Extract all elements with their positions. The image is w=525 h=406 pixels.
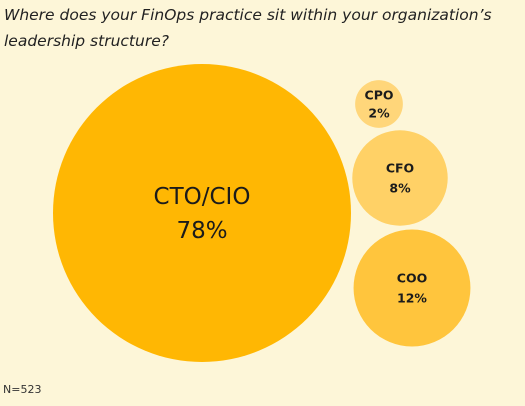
bubble-value-label-cto-cio: 78%: [176, 218, 227, 244]
bubble-cpo: CPO 2%: [355, 80, 403, 128]
bubble-cto-cio: CTO/CIO 78%: [53, 64, 351, 362]
bubble-coo: COO 12%: [353, 229, 471, 347]
bubble-value-label-cfo: 8%: [389, 180, 411, 195]
bubble-category-label-cfo: CFO: [386, 160, 414, 175]
chart-title: Where does your FinOps practice sit with…: [4, 6, 492, 50]
bubble-category-label-coo: COO: [397, 270, 427, 285]
bubble-category-label-cto-cio: CTO/CIO: [154, 184, 251, 210]
bubble-category-label-cpo: CPO: [365, 87, 394, 102]
bubble-cfo: CFO 8%: [352, 130, 448, 226]
bubble-circle-cto-cio: [53, 64, 351, 362]
bubble-value-label-coo: 12%: [397, 290, 427, 305]
sample-size-note: N=523: [3, 383, 42, 396]
bubble-circle-cfo: [352, 130, 448, 226]
bubble-value-label-cpo: 2%: [368, 105, 390, 120]
bubble-circle-cpo: [355, 80, 403, 128]
bubble-circle-coo: [353, 229, 471, 347]
